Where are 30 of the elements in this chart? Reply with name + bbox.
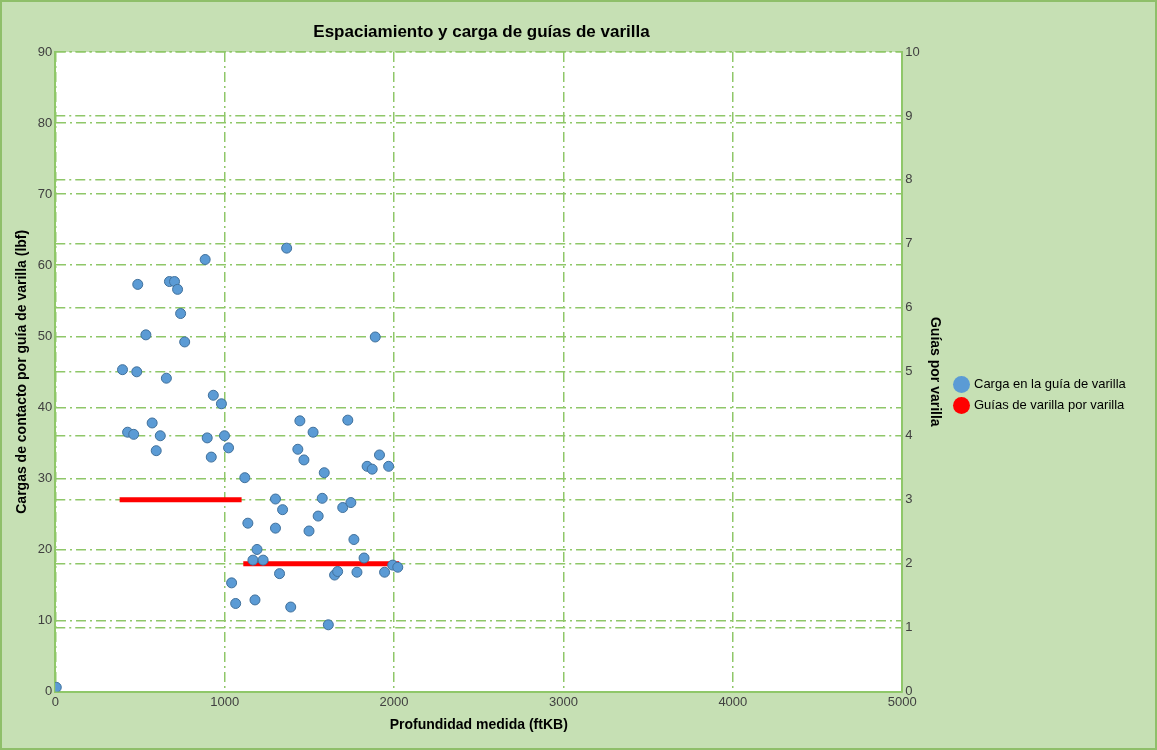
y2-tick-label: 3 (905, 491, 913, 507)
y2-tick-label: 8 (905, 171, 913, 187)
y2-tick-label: 9 (905, 107, 913, 123)
x-axis-title: Profundidad medida (ftKB) (389, 716, 568, 733)
y2-tick-label: 5 (905, 363, 913, 379)
y-tick-label: 80 (37, 114, 53, 130)
y-tick-label: 60 (37, 256, 53, 272)
chart-title: Espaciamiento y carga de guías de varilla (312, 22, 651, 42)
y-tick-label: 0 (45, 683, 53, 699)
y2-tick-label: 2 (905, 555, 913, 571)
y2-tick-label: 10 (905, 43, 920, 59)
y2-tick-label: 4 (905, 427, 913, 443)
y2-tick-label: 6 (905, 299, 913, 315)
x-tick-label: 3000 (548, 693, 578, 709)
y-tick-label: 70 (37, 185, 53, 201)
y-tick-label: 30 (37, 469, 53, 485)
y-tick-label: 50 (37, 327, 53, 343)
x-tick-label: 4000 (718, 693, 748, 709)
legend-label: Guías de varilla por varilla (974, 397, 1126, 413)
y2-axis-title: Guías por varilla (928, 316, 945, 427)
legend-label: Carga en la guía de varilla (974, 376, 1127, 392)
y-tick-label: 20 (37, 541, 53, 557)
y-tick-label: 10 (37, 612, 53, 628)
y2-tick-label: 7 (905, 235, 913, 251)
x-tick-label: 2000 (379, 693, 409, 709)
y-tick-label: 40 (37, 398, 53, 414)
x-tick-label: 1000 (210, 693, 240, 709)
y2-tick-label: 1 (905, 619, 913, 635)
y-axis-title: Cargas de contacto por guía de varilla (lbf) (13, 229, 30, 514)
y-tick-label: 90 (37, 43, 53, 59)
